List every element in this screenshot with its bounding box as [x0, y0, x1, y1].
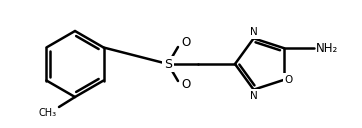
Text: O: O — [181, 78, 190, 92]
Text: S: S — [164, 57, 172, 71]
Text: O: O — [285, 75, 293, 85]
Text: O: O — [181, 36, 190, 50]
Text: N: N — [250, 27, 257, 37]
Text: NH₂: NH₂ — [316, 42, 338, 55]
Text: CH₃: CH₃ — [39, 108, 57, 118]
Text: N: N — [250, 91, 257, 101]
